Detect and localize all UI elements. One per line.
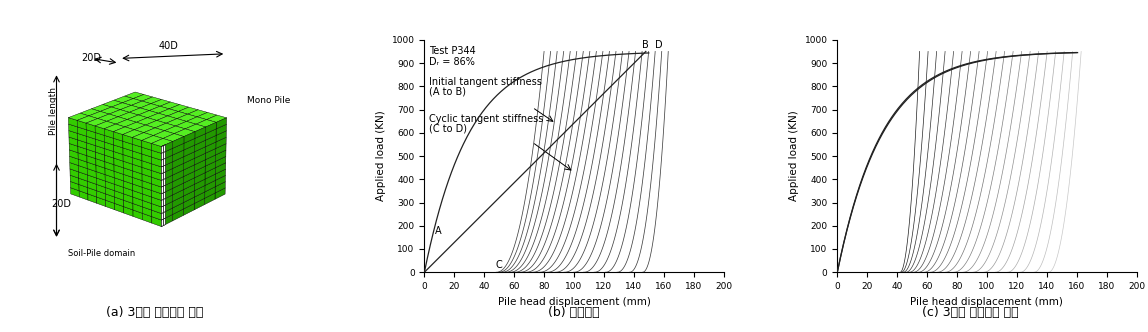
X-axis label: Pile head displacement (mm): Pile head displacement (mm) [497,296,651,306]
Text: Cyclic tangent stiffness: Cyclic tangent stiffness [429,114,543,124]
Text: A: A [435,226,441,236]
Y-axis label: Applied load (KN): Applied load (KN) [789,111,799,202]
Text: 20D: 20D [82,53,101,63]
Text: Test P344: Test P344 [429,45,475,56]
Text: (c) 3차원 수치해석 결과: (c) 3차원 수치해석 결과 [922,306,1018,319]
Text: Initial tangent stiffness: Initial tangent stiffness [429,77,542,87]
Text: D: D [656,40,664,49]
Text: Soil-Pile domain: Soil-Pile domain [68,249,135,258]
Text: Mono Pile: Mono Pile [247,96,290,105]
Text: 40D: 40D [158,41,178,51]
Text: B: B [643,40,649,49]
Y-axis label: Applied load (KN): Applied load (KN) [377,111,386,202]
Text: (a) 3차원 수치해석 모델: (a) 3차원 수치해석 모델 [107,306,203,319]
X-axis label: Pile head displacement (mm): Pile head displacement (mm) [910,296,1063,306]
Text: C: C [496,260,503,270]
Text: (C to D): (C to D) [429,124,467,133]
Text: Dᵣ = 86%: Dᵣ = 86% [429,57,475,67]
Text: (b) 실증사례: (b) 실증사례 [549,306,599,319]
Text: Pile length: Pile length [48,87,57,135]
Text: 20D: 20D [52,199,71,209]
Text: (A to B): (A to B) [429,86,466,96]
